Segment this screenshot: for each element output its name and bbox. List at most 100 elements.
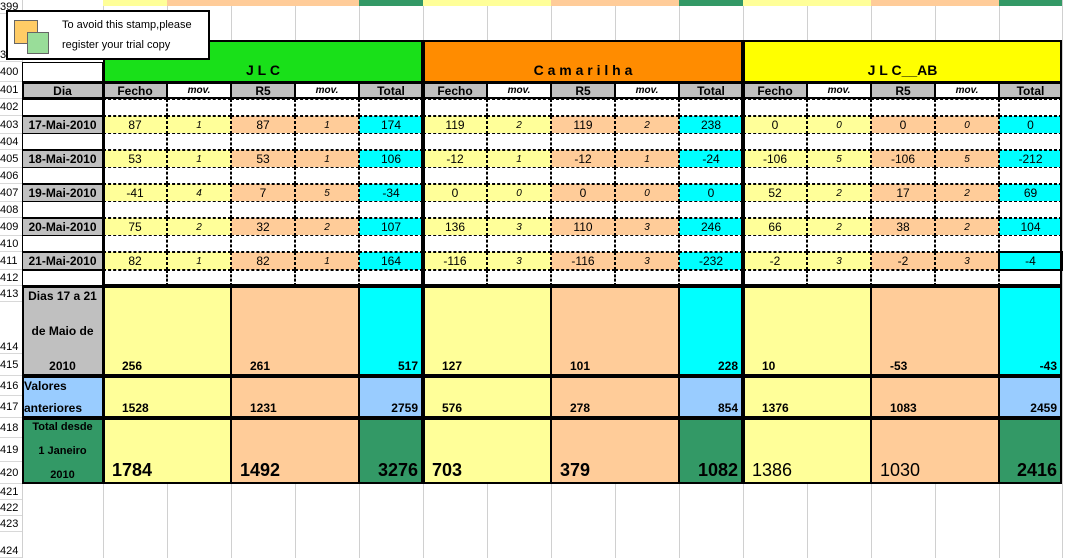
blank-cell[interactable] xyxy=(935,167,999,184)
row-header[interactable]: 415 xyxy=(0,354,22,376)
blank-cell[interactable] xyxy=(231,167,295,184)
col-header-fecho[interactable]: Fecho xyxy=(743,82,807,99)
mov-value-cell[interactable]: 5 xyxy=(807,150,871,168)
col-header-r5[interactable]: R5 xyxy=(871,82,935,99)
blank-cell[interactable] xyxy=(807,235,871,252)
blank-cell[interactable] xyxy=(615,201,679,218)
mov-value-cell[interactable]: 0 xyxy=(935,116,999,134)
mov-value-cell[interactable]: 1 xyxy=(487,150,551,168)
prior-row-cell[interactable] xyxy=(423,0,487,6)
blank-cell[interactable] xyxy=(423,235,487,252)
summary-value[interactable]: 256 xyxy=(103,286,231,376)
blank-cell[interactable] xyxy=(295,133,359,150)
blank-cell[interactable] xyxy=(167,99,231,116)
total-value-cell[interactable]: 174 xyxy=(359,116,423,134)
mov-value-cell[interactable]: 4 xyxy=(167,184,231,202)
summary-total[interactable]: -43 xyxy=(999,286,1062,376)
blank-cell[interactable] xyxy=(487,235,551,252)
blank-cell[interactable] xyxy=(22,133,103,150)
blank-cell[interactable] xyxy=(615,270,679,286)
total-value-cell[interactable]: -212 xyxy=(999,150,1062,168)
mov-value-cell[interactable]: 1 xyxy=(167,116,231,134)
row-header[interactable]: 423 xyxy=(0,516,22,532)
value-cell[interactable]: -41 xyxy=(103,184,167,202)
value-cell[interactable]: -12 xyxy=(423,150,487,168)
value-cell[interactable]: 38 xyxy=(871,218,935,236)
value-cell[interactable]: 119 xyxy=(423,116,487,134)
value-cell[interactable]: -12 xyxy=(551,150,615,168)
blank-cell[interactable] xyxy=(103,270,167,286)
blank-cell[interactable] xyxy=(295,235,359,252)
summary-value[interactable]: 127 xyxy=(423,286,551,376)
summary-label-0[interactable]: Dias 17 a 21 de Maio de 2010 xyxy=(22,286,103,376)
blank-cell[interactable] xyxy=(935,270,999,286)
blank-cell[interactable] xyxy=(487,201,551,218)
day-label[interactable]: 17-Mai-2010 xyxy=(22,116,103,134)
mov-value-cell[interactable]: 1 xyxy=(295,150,359,168)
summary-total[interactable]: 854 xyxy=(679,376,743,418)
total-value-cell[interactable]: 69 xyxy=(999,184,1062,202)
day-label[interactable]: 20-Mai-2010 xyxy=(22,218,103,236)
blank-cell[interactable] xyxy=(743,99,807,116)
day-label[interactable]: 18-Mai-2010 xyxy=(22,150,103,168)
summary-value[interactable]: 1784 xyxy=(103,418,231,484)
day-label[interactable]: 19-Mai-2010 xyxy=(22,184,103,202)
summary-total[interactable]: 1082 xyxy=(679,418,743,484)
row-header[interactable]: 404 xyxy=(0,134,22,150)
blank-cell[interactable] xyxy=(999,99,1062,116)
row-header[interactable]: 400 xyxy=(0,62,22,82)
prior-row-cell[interactable] xyxy=(935,0,999,6)
summary-value[interactable]: 576 xyxy=(423,376,551,418)
blank-cell[interactable] xyxy=(871,133,935,150)
blank-cell[interactable] xyxy=(22,167,103,184)
blank-cell[interactable] xyxy=(231,201,295,218)
mov-value-cell[interactable]: 1 xyxy=(295,116,359,134)
blank-cell[interactable] xyxy=(551,270,615,286)
blank-cell[interactable] xyxy=(487,99,551,116)
row-header[interactable]: 401 xyxy=(0,82,22,99)
blank-cell[interactable] xyxy=(871,270,935,286)
blank-cell[interactable] xyxy=(359,133,423,150)
mov-value-cell[interactable]: 2 xyxy=(935,218,999,236)
value-cell[interactable]: 0 xyxy=(871,116,935,134)
blank-cell[interactable] xyxy=(167,235,231,252)
value-cell[interactable]: 82 xyxy=(231,252,295,270)
prior-row-cell[interactable] xyxy=(871,0,935,6)
row-header[interactable]: 410 xyxy=(0,236,22,252)
total-value-cell[interactable]: 107 xyxy=(359,218,423,236)
blank-cell[interactable] xyxy=(359,167,423,184)
total-value-cell[interactable]: 106 xyxy=(359,150,423,168)
col-header-mov[interactable]: mov. xyxy=(807,82,871,99)
col-header-r5[interactable]: R5 xyxy=(551,82,615,99)
blank-cell[interactable] xyxy=(231,270,295,286)
blank-cell[interactable] xyxy=(871,167,935,184)
blank-cell[interactable] xyxy=(359,201,423,218)
row-header[interactable]: 405 xyxy=(0,150,22,168)
summary-value[interactable]: 703 xyxy=(423,418,551,484)
value-cell[interactable]: -106 xyxy=(743,150,807,168)
blank-cell[interactable] xyxy=(615,235,679,252)
blank-cell[interactable] xyxy=(231,235,295,252)
mov-value-cell[interactable]: 5 xyxy=(295,184,359,202)
mov-value-cell[interactable]: 3 xyxy=(615,252,679,270)
summary-value[interactable]: 101 xyxy=(551,286,679,376)
blank-cell[interactable] xyxy=(743,167,807,184)
prior-row-cell[interactable] xyxy=(167,0,231,6)
blank-cell[interactable] xyxy=(615,99,679,116)
col-header-r5[interactable]: R5 xyxy=(231,82,295,99)
row-header[interactable]: 416 xyxy=(0,376,22,396)
row-header[interactable]: 412 xyxy=(0,270,22,286)
blank-cell[interactable] xyxy=(935,235,999,252)
blank-cell[interactable] xyxy=(231,133,295,150)
blank-cell[interactable] xyxy=(359,99,423,116)
summary-total[interactable]: 2416 xyxy=(999,418,1062,484)
prior-row-cell[interactable] xyxy=(487,0,551,6)
blank-cell[interactable] xyxy=(807,270,871,286)
prior-row-cell[interactable] xyxy=(231,0,295,6)
blank-cell[interactable] xyxy=(295,167,359,184)
blank-cell[interactable] xyxy=(295,270,359,286)
blank-cell[interactable] xyxy=(743,133,807,150)
value-cell[interactable]: 32 xyxy=(231,218,295,236)
blank-cell[interactable] xyxy=(22,270,103,286)
mov-value-cell[interactable]: 0 xyxy=(487,184,551,202)
